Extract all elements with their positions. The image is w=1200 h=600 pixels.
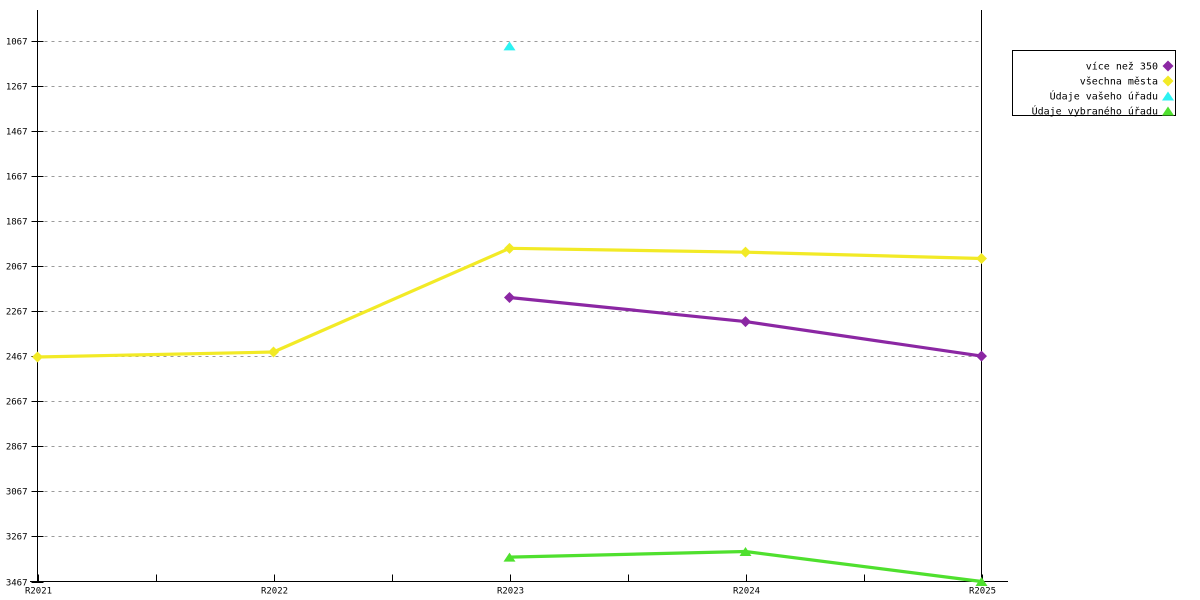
legend-label: Údaje vašeho úřadu bbox=[1050, 90, 1158, 103]
data-point-diamond bbox=[268, 346, 279, 358]
x-tick-label: R2021 bbox=[25, 587, 52, 597]
y-tick-label: 2267 bbox=[6, 308, 28, 318]
y-tick-label: 1867 bbox=[6, 218, 28, 228]
data-point-diamond bbox=[976, 350, 987, 362]
y-tick-label: 2867 bbox=[6, 443, 28, 453]
data-point-diamond bbox=[1162, 60, 1174, 72]
legend-label: více než 350 bbox=[1086, 61, 1158, 73]
x-tick-label: R2022 bbox=[261, 587, 288, 597]
x-tick-label: R2025 bbox=[969, 587, 996, 597]
data-point-diamond bbox=[740, 246, 751, 258]
y-tick-label: 3267 bbox=[6, 533, 28, 543]
y-tick-label: 1467 bbox=[6, 128, 28, 138]
y-axis: 3467 3267 3067 2867 2667 2467 2267 2067 1867 1667… bbox=[6, 10, 44, 589]
legend: více než 350 všechna města Údaje vašeho úř… bbox=[1011, 49, 1177, 118]
x-tick-label: R2023 bbox=[497, 587, 524, 597]
data-point-triangle bbox=[1162, 91, 1174, 101]
y-tick-label: 2667 bbox=[6, 398, 28, 408]
data-point-triangle bbox=[503, 552, 516, 562]
data-point-triangle bbox=[1162, 106, 1174, 116]
x-axis: R2021 R2022 R2023 R2024 R2025 bbox=[25, 574, 1008, 597]
series-layer bbox=[32, 41, 988, 586]
data-point-diamond bbox=[32, 351, 43, 363]
data-point-diamond bbox=[976, 252, 987, 264]
data-point-triangle bbox=[739, 547, 752, 557]
legend-label: Údaje vybraného úřadu bbox=[1032, 105, 1158, 118]
data-point-diamond bbox=[504, 291, 515, 303]
data-point-triangle bbox=[975, 577, 988, 586]
y-tick-label: 3467 bbox=[6, 579, 28, 589]
x-tick-label: R2024 bbox=[733, 587, 760, 597]
gridlines bbox=[37, 41, 982, 537]
legend-label: všechna města bbox=[1080, 76, 1158, 88]
data-point-diamond bbox=[740, 316, 751, 328]
y-tick-label: 3067 bbox=[6, 488, 28, 498]
data-point-diamond bbox=[504, 242, 515, 254]
y-tick-label: 1067 bbox=[6, 38, 28, 48]
data-point-diamond bbox=[1162, 75, 1174, 87]
data-point-triangle bbox=[503, 41, 516, 51]
y-tick-label: 2467 bbox=[6, 353, 28, 363]
y-tick-label: 2067 bbox=[6, 263, 28, 273]
legend-box bbox=[1011, 49, 1177, 117]
y-tick-label: 1267 bbox=[6, 83, 28, 93]
y-tick-label: 1667 bbox=[6, 173, 28, 183]
